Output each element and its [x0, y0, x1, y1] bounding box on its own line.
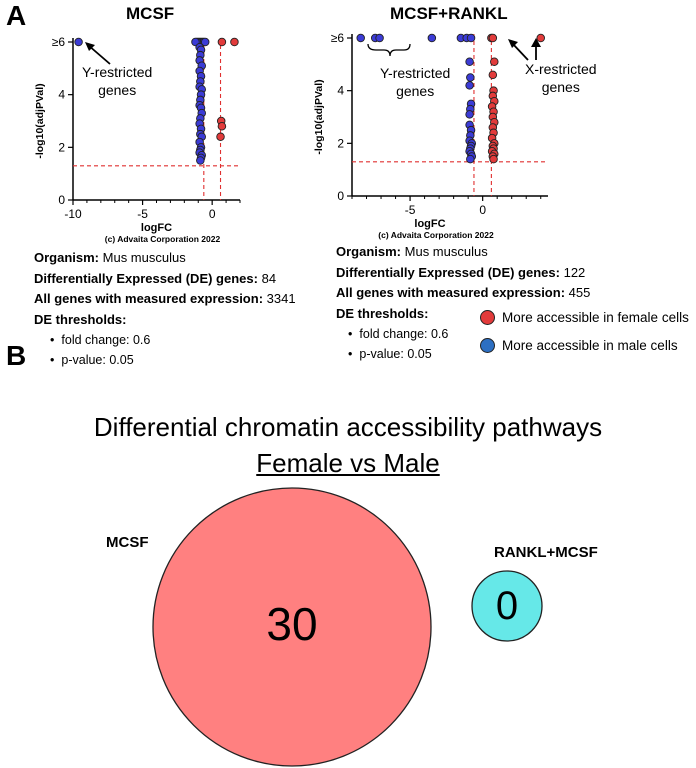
female-point: [216, 132, 225, 142]
volcano-plot-mcsf-rankl: 0 2 4 ≥6 -5 0 logFC(c) Advaita Corporation 202…: [313, 31, 548, 240]
y-tick-label: 2: [337, 136, 344, 150]
male-point: [200, 37, 210, 47]
annotation-y-restricted-rankl: Y-restricted genes: [380, 64, 450, 100]
panel-a-label: A: [6, 0, 27, 31]
panel-b-label: B: [6, 340, 27, 371]
legend-dot-female: [480, 309, 495, 325]
y-axis-label: -log10(adjPVal): [313, 79, 325, 154]
thresholds-label: DE thresholds:: [336, 305, 429, 321]
annotation-line: genes: [541, 79, 580, 95]
plot-title-mcsf-rankl: MCSF+RANKL: [390, 4, 508, 23]
organism-label: Organism:: [336, 244, 402, 259]
p-value-item: p-value: 0.05: [50, 350, 150, 370]
x-axis-label: logFC: [414, 218, 445, 230]
annotation-bracket: [367, 43, 411, 57]
venn-title: Differential chromatin accessibility pat…: [93, 412, 603, 442]
legend: More accessible in female cells More acc…: [480, 306, 689, 356]
fold-change-item: fold change: 0.6: [348, 324, 448, 344]
male-point: [465, 57, 474, 66]
male-point: [465, 110, 474, 119]
male-point: [466, 33, 476, 43]
y-tick-label: 0: [58, 193, 65, 207]
x-tick-label: 0: [479, 203, 486, 217]
female-point: [230, 37, 239, 47]
legend-item-male: More accessible in male cells: [480, 334, 689, 356]
venn-subtitle-text: Female vs Male: [256, 448, 440, 478]
annotation-x-restricted-rankl: X-restricted genes: [525, 60, 597, 96]
venn-value-rankl-mcsf: 0: [495, 584, 519, 628]
venn-label-rankl-mcsf: RANKL+MCSF: [494, 544, 598, 561]
de-label: Differentially Expressed (DE) genes:: [336, 264, 560, 280]
male-point: [465, 81, 474, 90]
y-tick-label: 2: [58, 140, 65, 154]
y-tick-label: 4: [58, 88, 65, 102]
thresholds-list-mcsf-rankl: fold change: 0.6 p-value: 0.05: [348, 324, 448, 364]
y-tick-label: ≥6: [331, 31, 345, 45]
male-point: [196, 156, 205, 165]
legend-label-male: More accessible in male cells: [502, 337, 678, 353]
legend-dot-male: [480, 337, 495, 353]
female-point: [488, 70, 498, 80]
all-genes-label: All genes with measured expression:: [336, 285, 566, 300]
stats-mcsf-rankl: Organism: Mus musculus Differentially Ex…: [336, 242, 590, 324]
p-value-item: p-value: 0.05: [348, 344, 448, 364]
annotation-line: X-restricted: [525, 61, 597, 77]
de-label: Differentially Expressed (DE) genes:: [34, 270, 258, 286]
fold-change-item: fold change: 0.6: [50, 330, 150, 350]
organism-value: Mus musculus: [102, 250, 186, 265]
venn-value-mcsf: 30: [266, 598, 318, 650]
y-tick-label: ≥6: [52, 35, 66, 49]
annotation-line: Y-restricted: [82, 64, 153, 80]
female-point: [489, 154, 498, 164]
venn-label-mcsf: MCSF: [106, 534, 149, 551]
female-point: [490, 57, 499, 66]
all-genes-value: 455: [568, 285, 591, 300]
y-tick-label: 4: [337, 84, 344, 98]
annotation-line: genes: [396, 83, 435, 99]
annotation-arrowhead: [508, 39, 518, 48]
legend-item-female: More accessible in female cells: [480, 306, 689, 328]
x-tick-label: -5: [405, 203, 416, 217]
venn-circle-rankl-mcsf: [471, 570, 543, 642]
annotation-arrowhead: [85, 42, 95, 51]
annotation-arrowhead: [531, 38, 541, 47]
thresholds-label: DE thresholds:: [34, 311, 127, 327]
y-tick-label: 0: [337, 189, 344, 203]
annotation-line: genes: [98, 82, 137, 98]
organism-label: Organism:: [34, 250, 100, 265]
de-value: 84: [261, 270, 277, 286]
annotation-line: Y-restricted: [380, 65, 451, 81]
male-point: [466, 154, 475, 164]
male-point: [356, 33, 365, 43]
y-axis-label: -log10(adjPVal): [34, 83, 46, 158]
female-point: [217, 37, 227, 47]
venn-diagram: [152, 487, 543, 767]
female-point: [217, 122, 227, 131]
x-tick-label: -10: [64, 207, 82, 221]
x-axis-label: logFC: [141, 222, 172, 234]
male-point: [375, 33, 384, 43]
female-point: [488, 33, 498, 43]
legend-label-female: More accessible in female cells: [502, 309, 689, 325]
annotation-arrow: [511, 42, 529, 61]
de-value: 122: [563, 264, 586, 280]
annotation-y-restricted-mcsf: Y-restricted genes: [82, 63, 152, 99]
organism-value: Mus musculus: [404, 244, 488, 259]
volcano-plot-mcsf: 0 2 4 ≥6 -10 -5 0 logFC(c) Advaita Corporation …: [34, 35, 241, 244]
male-point: [427, 33, 437, 43]
all-genes-value: 3341: [266, 291, 296, 306]
male-point: [466, 73, 475, 82]
all-genes-label: All genes with measured expression:: [34, 291, 264, 306]
copyright-label: (c) Advaita Corporation 2022: [378, 230, 494, 240]
male-point: [74, 37, 83, 47]
plot-title-mcsf: MCSF: [126, 4, 175, 23]
stats-mcsf: Organism: Mus musculus Differentially Ex…: [34, 248, 296, 330]
venn-circle-mcsf: [152, 487, 432, 767]
x-tick-label: -5: [137, 207, 148, 221]
female-point: [536, 33, 545, 43]
x-tick-label: 0: [209, 207, 216, 221]
thresholds-list-mcsf: fold change: 0.6 p-value: 0.05: [50, 330, 150, 370]
venn-subtitle: Female vs Male: [0, 448, 696, 479]
copyright-label: (c) Advaita Corporation 2022: [105, 234, 221, 244]
